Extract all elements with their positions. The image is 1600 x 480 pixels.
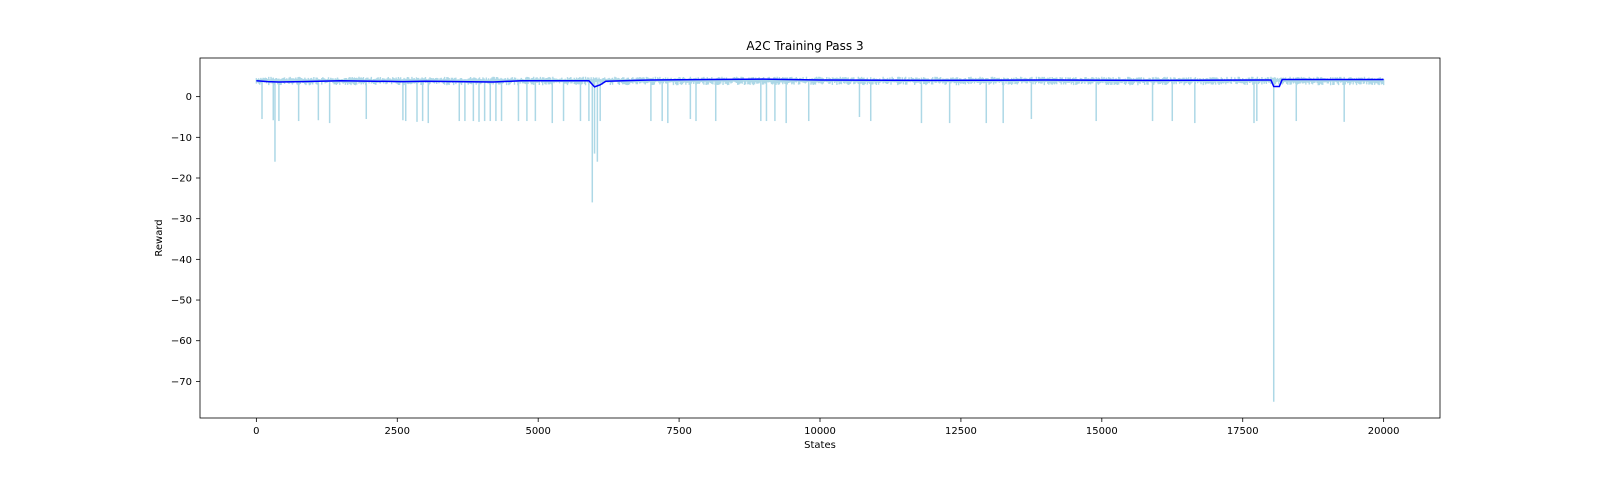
y-tick-label: −10 [171,133,192,144]
y-tick-label: −50 [171,296,192,307]
y-tick-label: −30 [171,214,192,225]
y-tick-label: −20 [171,174,192,185]
y-axis: 0 −10 −20 −30 −40 −50 −60 −70 [171,92,200,388]
x-tick-label: 12500 [945,426,977,437]
x-tick-label: 0 [253,426,259,437]
y-axis-title: Reward [154,219,165,256]
raw-reward-series [255,76,1385,402]
x-axis-title: States [804,440,836,451]
x-tick-label: 15000 [1086,426,1118,437]
x-tick-label: 5000 [525,426,550,437]
chart-title: A2C Training Pass 3 [746,39,863,53]
y-tick-label: −70 [171,377,192,388]
x-tick-label: 2500 [385,426,410,437]
y-tick-label: −40 [171,255,192,266]
x-axis: 0 2500 5000 7500 10000 12500 15000 17500 20000 [253,418,1400,437]
smoothed-reward-line [256,78,1384,88]
x-tick-label: 17500 [1227,426,1259,437]
y-tick-label: −60 [171,336,192,347]
x-tick-label: 7500 [666,426,691,437]
y-tick-label: 0 [186,92,192,103]
x-tick-label: 10000 [804,426,836,437]
x-tick-label: 20000 [1368,426,1400,437]
